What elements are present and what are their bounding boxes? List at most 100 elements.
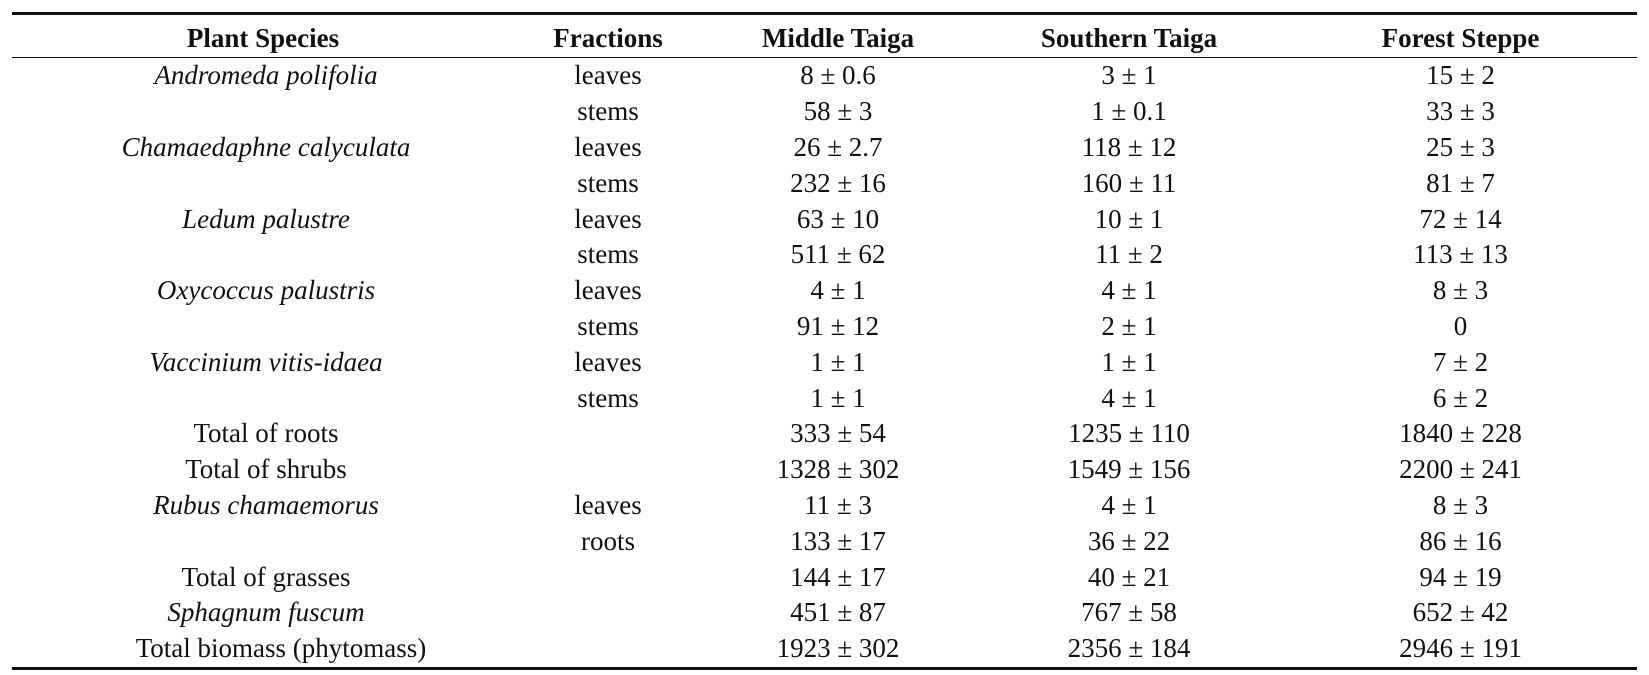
cell-forest-steppe: 25 ± 3 bbox=[1426, 131, 1495, 162]
cell-middle-taiga: 232 ± 16 bbox=[790, 167, 886, 198]
cell-middle-taiga: 91 ± 12 bbox=[796, 310, 880, 341]
cell-forest-steppe: 1840 ± 228 bbox=[1399, 418, 1522, 449]
cell-forest-steppe: 652 ± 42 bbox=[1412, 597, 1509, 628]
cell-species: Ledum palustre bbox=[182, 203, 350, 234]
cell-forest-steppe: 94 ± 19 bbox=[1419, 561, 1502, 592]
cell-southern-taiga: 1235 ± 110 bbox=[1068, 418, 1190, 449]
cell-middle-taiga: 1 ± 1 bbox=[810, 382, 866, 413]
cell-middle-taiga: 1 ± 1 bbox=[810, 346, 866, 377]
cell-fraction bbox=[514, 452, 702, 488]
cell-forest-steppe: 72 ± 14 bbox=[1419, 203, 1502, 234]
table-row: stems 1 ± 1 4 ± 1 6 ± 2 bbox=[12, 380, 1637, 416]
header-plant-species: Plant Species bbox=[12, 15, 514, 58]
table-row: Sphagnum fuscum 451 ± 87 767 ± 58 652 ± 42 bbox=[12, 595, 1637, 631]
header-middle-taiga: Middle Taiga bbox=[702, 15, 974, 58]
cell-species: Vaccinium vitis-idaea bbox=[149, 346, 383, 377]
cell-southern-taiga: 2 ± 1 bbox=[1101, 310, 1157, 341]
cell-species: Total biomass (phytomass) bbox=[135, 633, 427, 664]
cell-southern-taiga: 1549 ± 156 bbox=[1067, 454, 1191, 485]
biomass-table-container: Plant Species Fractions Middle Taiga Sou… bbox=[12, 12, 1637, 670]
cell-middle-taiga: 333 ± 54 bbox=[790, 418, 886, 449]
cell-middle-taiga: 133 ± 17 bbox=[790, 525, 886, 556]
table-row: Chamaedaphne calyculata leaves 26 ± 2.7 118… bbox=[12, 130, 1637, 166]
cell-species: Total of roots bbox=[193, 418, 339, 449]
cell-southern-taiga: 3 ± 1 bbox=[1101, 60, 1157, 91]
cell-southern-taiga: 767 ± 58 bbox=[1081, 597, 1177, 628]
cell-fraction bbox=[514, 595, 702, 631]
cell-species bbox=[12, 380, 514, 416]
cell-forest-steppe: 2946 ± 191 bbox=[1399, 633, 1522, 664]
cell-middle-taiga: 144 ± 17 bbox=[790, 561, 886, 592]
table-row: stems 91 ± 12 2 ± 1 0 bbox=[12, 309, 1637, 345]
cell-forest-steppe: 81 ± 7 bbox=[1426, 167, 1495, 198]
cell-forest-steppe: 2200 ± 241 bbox=[1399, 454, 1522, 485]
cell-forest-steppe: 8 ± 3 bbox=[1432, 489, 1489, 520]
cell-fraction: leaves bbox=[574, 203, 642, 234]
table-row: Total of shrubs 1328 ± 302 1549 ± 156 2200 … bbox=[12, 452, 1637, 488]
table-row: Rubus chamaemorus leaves 11 ± 3 4 ± 1 8 ± 3 bbox=[12, 488, 1637, 524]
cell-species: Total of shrubs bbox=[185, 454, 347, 485]
table-row: Total of roots 333 ± 54 1235 ± 110 1840 ± 2… bbox=[12, 416, 1637, 452]
cell-southern-taiga: 2356 ± 184 bbox=[1067, 633, 1191, 664]
cell-middle-taiga: 511 ± 62 bbox=[790, 239, 886, 270]
cell-southern-taiga: 36 ± 22 bbox=[1087, 525, 1171, 556]
cell-southern-taiga: 10 ± 1 bbox=[1094, 203, 1164, 234]
header-forest-steppe: Forest Steppe bbox=[1284, 15, 1637, 58]
table-row: Vaccinium vitis-idaea leaves 1 ± 1 1 ± 1 7 ±… bbox=[12, 344, 1637, 380]
cell-fraction: leaves bbox=[574, 60, 642, 91]
cell-forest-steppe: 33 ± 3 bbox=[1426, 96, 1495, 127]
cell-fraction bbox=[514, 416, 702, 452]
table-header: Plant Species Fractions Middle Taiga Sou… bbox=[12, 15, 1637, 58]
cell-fraction: stems bbox=[577, 96, 639, 127]
cell-middle-taiga: 63 ± 10 bbox=[796, 203, 880, 234]
cell-fraction: leaves bbox=[574, 275, 642, 306]
cell-species bbox=[12, 523, 514, 559]
table-row: Oxycoccus palustris leaves 4 ± 1 4 ± 1 8 ± 3 bbox=[12, 273, 1637, 309]
cell-middle-taiga: 8 ± 0.6 bbox=[800, 60, 876, 91]
cell-middle-taiga: 4 ± 1 bbox=[810, 275, 866, 306]
cell-fraction: roots bbox=[581, 525, 635, 556]
cell-fraction: stems bbox=[577, 382, 639, 413]
cell-middle-taiga: 26 ± 2.7 bbox=[793, 131, 883, 162]
cell-fraction bbox=[514, 559, 702, 595]
cell-species bbox=[12, 94, 514, 130]
cell-species: Oxycoccus palustris bbox=[156, 275, 376, 306]
cell-fraction bbox=[514, 631, 702, 667]
table-row: roots 133 ± 17 36 ± 22 86 ± 16 bbox=[12, 523, 1637, 559]
cell-fraction: leaves bbox=[574, 346, 642, 377]
cell-southern-taiga: 11 ± 2 bbox=[1095, 239, 1163, 270]
cell-middle-taiga: 1923 ± 302 bbox=[776, 633, 900, 664]
header-row: Plant Species Fractions Middle Taiga Sou… bbox=[12, 15, 1637, 58]
table-row: Ledum palustre leaves 63 ± 10 10 ± 1 72 ± 14 bbox=[12, 201, 1637, 237]
cell-fraction: leaves bbox=[574, 489, 642, 520]
cell-species bbox=[12, 309, 514, 345]
cell-southern-taiga: 1 ± 1 bbox=[1101, 346, 1157, 377]
cell-forest-steppe: 0 bbox=[1453, 310, 1468, 341]
cell-southern-taiga: 4 ± 1 bbox=[1101, 489, 1157, 520]
cell-species: Rubus chamaemorus bbox=[153, 489, 379, 520]
cell-southern-taiga: 118 ± 12 bbox=[1081, 131, 1177, 162]
cell-southern-taiga: 160 ± 11 bbox=[1081, 167, 1177, 198]
table-row: stems 58 ± 3 1 ± 0.1 33 ± 3 bbox=[12, 94, 1637, 130]
cell-middle-taiga: 451 ± 87 bbox=[790, 597, 886, 628]
biomass-table: Plant Species Fractions Middle Taiga Sou… bbox=[12, 15, 1637, 667]
cell-middle-taiga: 1328 ± 302 bbox=[776, 454, 900, 485]
cell-fraction: stems bbox=[577, 167, 639, 198]
cell-forest-steppe: 6 ± 2 bbox=[1432, 382, 1489, 413]
cell-fraction: stems bbox=[577, 239, 639, 270]
table-row: Total of grasses 144 ± 17 40 ± 21 94 ± 19 bbox=[12, 559, 1637, 595]
cell-forest-steppe: 15 ± 2 bbox=[1426, 60, 1495, 91]
cell-species: Andromeda polifolia bbox=[154, 60, 378, 91]
cell-species: Chamaedaphne calyculata bbox=[121, 131, 411, 162]
cell-forest-steppe: 8 ± 3 bbox=[1432, 275, 1489, 306]
table-row: Andromeda polifolia leaves 8 ± 0.6 3 ± 1 15 … bbox=[12, 58, 1637, 94]
cell-species bbox=[12, 237, 514, 273]
table-row: stems 511 ± 62 11 ± 2 113 ± 13 bbox=[12, 237, 1637, 273]
cell-forest-steppe: 7 ± 2 bbox=[1432, 346, 1489, 377]
cell-forest-steppe: 113 ± 13 bbox=[1413, 239, 1508, 270]
cell-fraction: stems bbox=[577, 310, 639, 341]
cell-southern-taiga: 4 ± 1 bbox=[1101, 275, 1157, 306]
cell-species: Sphagnum fuscum bbox=[167, 597, 365, 628]
cell-southern-taiga: 4 ± 1 bbox=[1101, 382, 1157, 413]
cell-middle-taiga: 58 ± 3 bbox=[803, 96, 873, 127]
